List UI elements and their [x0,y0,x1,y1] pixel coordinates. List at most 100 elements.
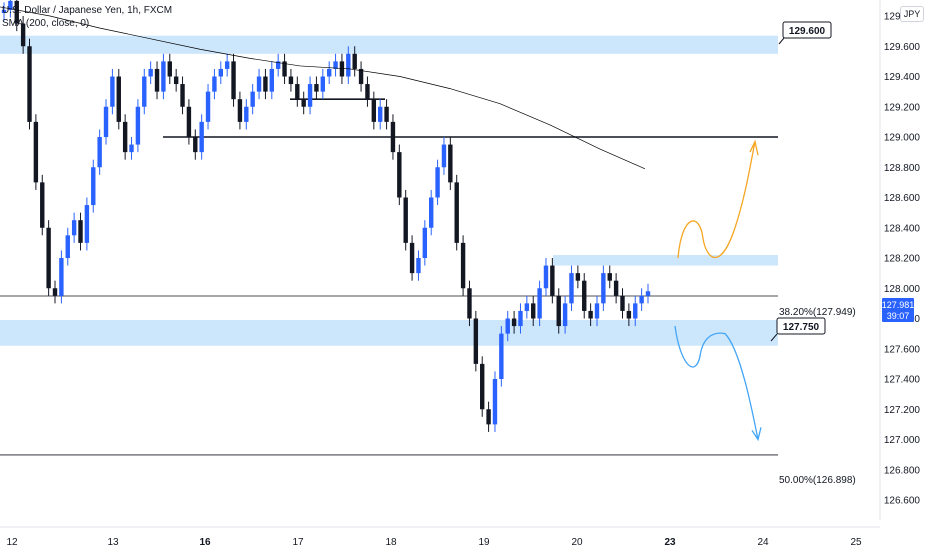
candle-body [594,303,600,319]
candle-body [91,167,96,206]
candle-body [358,68,364,85]
y-tick-label: 126.600 [884,496,921,507]
y-tick-label: 128.400 [884,223,921,234]
candle-body [186,106,192,137]
candle-body [103,106,109,137]
candle-body [588,310,593,319]
candle-body [129,144,134,153]
candle-body [416,258,421,274]
candle-body [543,265,549,289]
y-tick-label: 127.000 [884,435,921,446]
candle-body [269,68,275,92]
projection-down-arrow [674,325,762,442]
candle-body [550,265,555,296]
candle-body [275,61,281,69]
candle-body [122,121,128,153]
y-tick-label: 128.600 [884,193,921,204]
candle-body [20,23,26,47]
candle-body [473,318,479,364]
candle-body [224,61,230,69]
candle-body [314,84,319,92]
sma-line [0,6,646,170]
zone-top-label: 129.600 [789,26,826,37]
candle-body [352,53,357,69]
indicator-label: SMA (200, close, 0) [2,18,90,29]
candle-body [326,68,332,77]
candle-body [193,137,198,153]
candle-body [460,242,466,289]
candle-body [339,61,345,77]
candle-body [46,227,51,289]
candle-body [562,303,568,327]
candle-body [282,61,287,77]
candle-body [620,295,625,311]
y-ticks: 129.800129.600129.400129.200129.000128.8… [884,12,921,507]
candle-body [218,68,223,77]
price-axis: 129.800129.600129.400129.200129.000128.8… [879,0,921,520]
price-badge-value: 127.981 [882,300,915,310]
candles-layer [1,0,651,432]
hlines-layer [0,98,778,456]
candle-body [518,310,523,327]
candle-body [205,91,211,122]
zone-rect [0,35,778,54]
candle-body [33,121,39,183]
candle-body [569,273,574,304]
candle-body [320,76,326,92]
y-tick-label: 129.600 [884,42,921,53]
y-tick-label: 128.800 [884,163,921,174]
y-tick-label: 127.400 [884,375,921,386]
candle-body [180,84,185,107]
y-tick-label: 127.600 [884,344,921,355]
candle-body [231,61,236,100]
time-axis: 12 13 16 17 18 19 20 23 24 25 [0,526,880,548]
candle-body [1,9,7,13]
candle-body [492,379,498,425]
candle-body [582,280,587,311]
candle-body [52,288,58,296]
candle-body [371,99,377,122]
currency-selector[interactable]: JPY [900,6,924,22]
candle-body [441,144,447,168]
candle-body [422,227,428,258]
candle-body [454,182,459,243]
candle-body [78,220,83,243]
fib-50-label: 50.00%(126.898) [779,475,856,486]
candle-body [116,76,121,122]
chart-title: U.S. Dollar / Japanese Yen, 1h, FXCM [2,5,173,16]
candle-body [199,121,204,153]
candle-body [626,310,632,319]
candle-body [601,273,606,304]
x-tick-label: 20 [571,537,583,548]
candle-body [505,318,510,334]
y-tick-label: 129.000 [884,133,921,144]
candle-body [531,303,536,319]
candle-body [244,106,249,122]
candle-body [365,84,370,100]
candle-body [384,106,389,122]
y-tick-label: 126.800 [884,465,921,476]
candle-body [429,197,434,228]
candle-body [263,76,268,92]
candle-body [377,106,383,122]
candle-body [633,303,638,319]
candle-body [65,235,70,258]
candle-body [645,291,651,296]
candle-body [511,318,517,327]
x-ticks: 12 13 16 17 18 19 20 23 24 25 [6,537,862,548]
candle-body [390,121,396,153]
candle-body [333,61,338,69]
candle-body [448,144,453,183]
y-tick-label: 129.200 [884,102,921,113]
x-tick-label: 16 [199,537,211,548]
candle-body [154,68,160,92]
candle-body [467,288,472,319]
x-tick-label: 13 [107,537,119,548]
candle-body [40,182,45,228]
candle-body [110,76,115,107]
label-129600: 129.600 [778,21,832,45]
candle-body [237,99,243,122]
candle-body [84,205,90,243]
candle-body [256,76,262,92]
